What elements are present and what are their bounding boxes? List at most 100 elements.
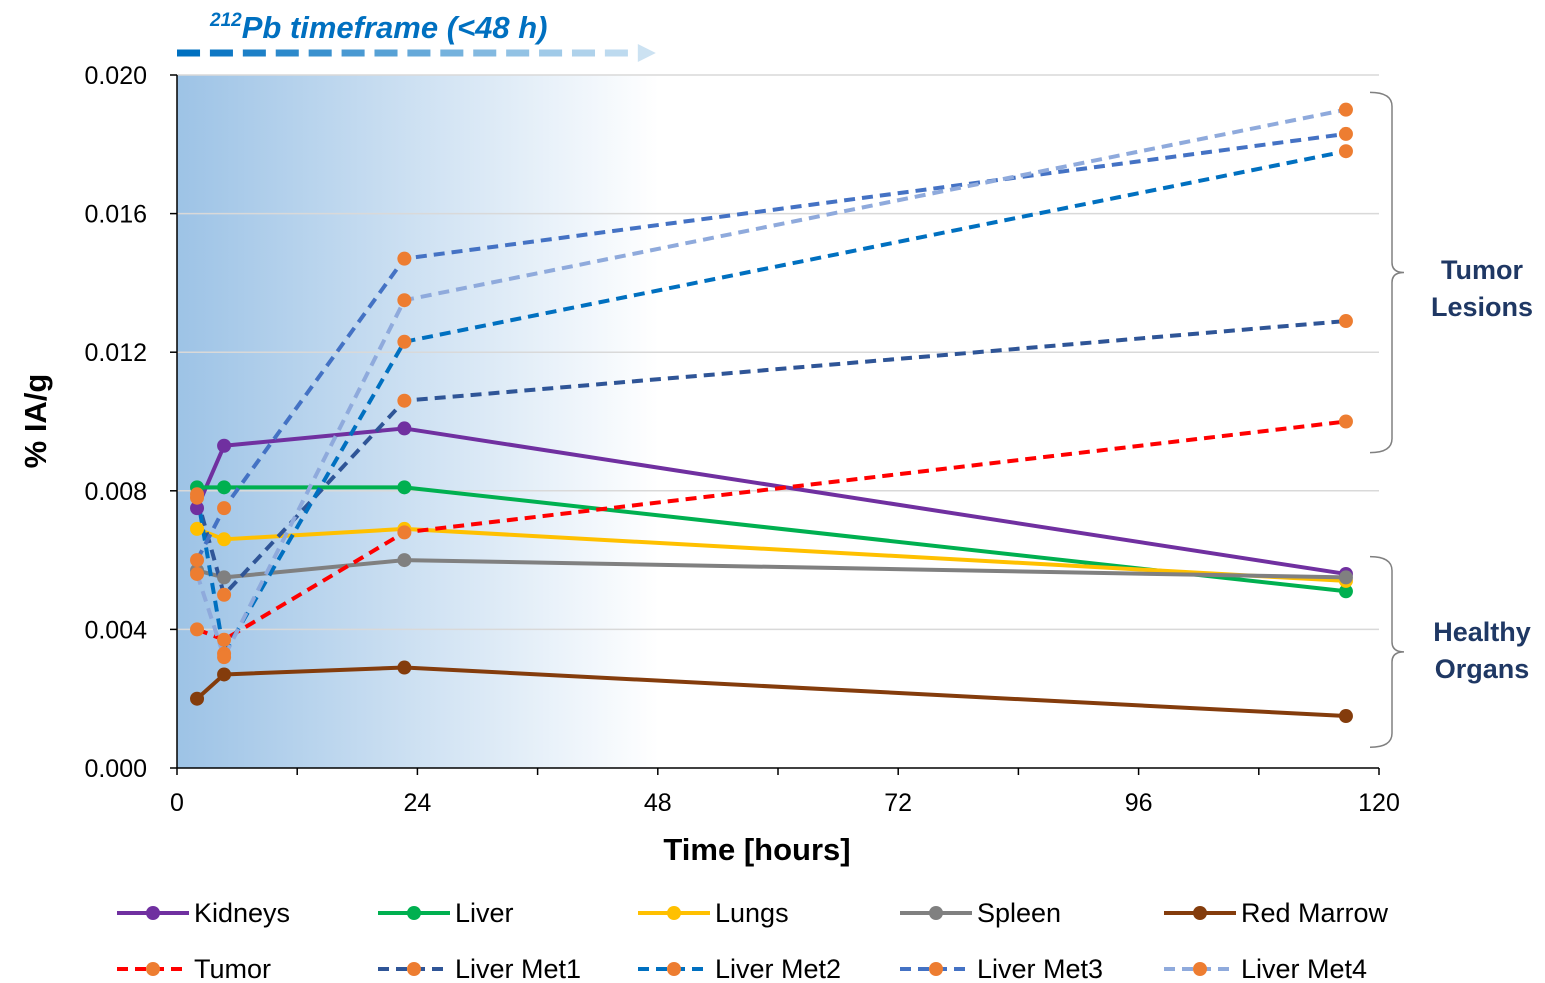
legend-marker-kidneys bbox=[146, 906, 160, 920]
point-liver-2 bbox=[397, 480, 412, 495]
legend-marker-red-marrow bbox=[1193, 906, 1207, 920]
x-tick-label-1: 24 bbox=[403, 789, 431, 817]
series-line-liver-met2 bbox=[195, 149, 1347, 656]
point-tumor-3 bbox=[1338, 414, 1353, 429]
point-liver-met4-0 bbox=[190, 566, 205, 581]
point-liver-met3-1 bbox=[217, 501, 232, 516]
banner-arrow-head bbox=[637, 44, 656, 62]
point-liver-met2-2 bbox=[397, 334, 412, 349]
group-bracket-1 bbox=[1369, 555, 1405, 748]
banner-text: Pb timeframe (<48 h) bbox=[242, 10, 548, 45]
series-line-liver-met1 bbox=[195, 319, 1347, 597]
banner-superscript: 212 bbox=[209, 10, 242, 31]
point-liver-met3-2 bbox=[397, 251, 412, 266]
series-line-kidneys bbox=[195, 426, 1347, 576]
y-tick-label-0: 0.000 bbox=[84, 755, 147, 783]
axes: 0.000 0.004 0.008 0.012 0.016 0.020 0 24 48 72 96 1… bbox=[84, 62, 1399, 817]
point-liver-met3-0 bbox=[190, 553, 205, 568]
legend-marker-liver-met3 bbox=[929, 962, 943, 976]
point-liver-1 bbox=[217, 480, 232, 495]
point-lungs-1 bbox=[217, 532, 232, 547]
y-axis-title: % IA/g bbox=[18, 374, 53, 469]
y-tick-label-5: 0.020 bbox=[84, 62, 147, 90]
legend-item-liver-met1: Liver Met1 bbox=[378, 954, 581, 983]
point-spleen-1 bbox=[217, 570, 232, 585]
point-red-marrow-0 bbox=[190, 691, 205, 706]
legend-item-liver-met3: Liver Met3 bbox=[900, 954, 1103, 983]
x-axis-title: Time [hours] bbox=[663, 832, 850, 867]
x-tick-label-3: 72 bbox=[884, 789, 912, 817]
point-liver-met1-2 bbox=[397, 393, 412, 408]
point-kidneys-1 bbox=[217, 438, 232, 453]
series-line-tumor bbox=[196, 419, 1347, 642]
legend-label-spleen: Spleen bbox=[977, 898, 1061, 928]
legend-marker-spleen bbox=[929, 906, 943, 920]
group-label-healthy-2: Organs bbox=[1435, 654, 1530, 684]
legend-label-liver-met3: Liver Met3 bbox=[977, 954, 1103, 983]
point-liver-met2-0 bbox=[190, 487, 205, 502]
legend-marker-liver bbox=[407, 906, 421, 920]
point-liver-met4-1 bbox=[217, 650, 232, 665]
legend-item-liver: Liver bbox=[378, 898, 514, 928]
legend-label-liver-met4: Liver Met4 bbox=[1241, 954, 1367, 983]
legend-label-kidneys: Kidneys bbox=[194, 898, 290, 928]
banner-arrow bbox=[177, 44, 656, 62]
point-tumor-1 bbox=[217, 632, 232, 647]
group-bracket-0 bbox=[1369, 91, 1405, 454]
point-liver-met2-3 bbox=[1338, 144, 1353, 159]
point-liver-met4-2 bbox=[397, 293, 412, 308]
series-line-liver-met4 bbox=[195, 107, 1347, 660]
legend-label-lungs: Lungs bbox=[715, 898, 789, 928]
legend-marker-liver-met2 bbox=[667, 962, 681, 976]
y-tick-label-2: 0.008 bbox=[84, 478, 147, 506]
series-layer bbox=[190, 102, 1353, 724]
x-tick-label-0: 0 bbox=[170, 789, 184, 817]
legend: Kidneys Liver Lungs Spleen Red Marrow Tumor Li… bbox=[117, 898, 1389, 983]
group-label-healthy-1: Healthy bbox=[1433, 617, 1531, 647]
point-liver-met1-3 bbox=[1338, 314, 1353, 329]
point-spleen-2 bbox=[397, 553, 412, 568]
y-tick-label-1: 0.004 bbox=[84, 616, 147, 644]
x-tick-label-2: 48 bbox=[644, 789, 672, 817]
point-tumor-0 bbox=[190, 622, 205, 637]
timeframe-shading bbox=[177, 75, 659, 768]
legend-item-red-marrow: Red Marrow bbox=[1164, 898, 1389, 928]
legend-item-liver-met4: Liver Met4 bbox=[1164, 954, 1367, 983]
point-tumor-2 bbox=[397, 525, 412, 540]
point-kidneys-2 bbox=[397, 421, 412, 436]
point-red-marrow-2 bbox=[397, 660, 412, 675]
legend-marker-liver-met4 bbox=[1193, 962, 1207, 976]
point-kidneys-0 bbox=[190, 501, 205, 516]
series-line-red-marrow bbox=[195, 665, 1347, 719]
legend-item-spleen: Spleen bbox=[900, 898, 1061, 928]
point-lungs-0 bbox=[190, 521, 205, 536]
banner-label: 212Pb timeframe (<48 h) bbox=[209, 10, 548, 45]
point-red-marrow-3 bbox=[1338, 709, 1353, 724]
legend-item-kidneys: Kidneys bbox=[117, 898, 290, 928]
legend-label-tumor: Tumor bbox=[194, 954, 271, 983]
legend-item-liver-met2: Liver Met2 bbox=[638, 954, 841, 983]
legend-item-lungs: Lungs bbox=[638, 898, 789, 928]
legend-marker-lungs bbox=[667, 906, 681, 920]
legend-label-liver-met1: Liver Met1 bbox=[455, 954, 581, 983]
series-line-lungs bbox=[196, 526, 1347, 583]
x-tick-label-4: 96 bbox=[1125, 789, 1153, 817]
gridlines bbox=[177, 74, 1379, 631]
legend-label-red-marrow: Red Marrow bbox=[1241, 898, 1389, 928]
point-liver-met3-3 bbox=[1338, 126, 1353, 141]
series-line-liver bbox=[197, 485, 1347, 594]
point-liver-3 bbox=[1338, 584, 1353, 599]
group-label-tumor-2: Lesions bbox=[1431, 292, 1533, 322]
legend-marker-liver-met1 bbox=[407, 962, 421, 976]
group-label-tumor-1: Tumor bbox=[1441, 255, 1523, 285]
point-red-marrow-1 bbox=[217, 667, 232, 682]
timeframe-banner: 212Pb timeframe (<48 h) bbox=[177, 10, 656, 62]
x-tick-label-5: 120 bbox=[1358, 789, 1400, 817]
legend-marker-tumor bbox=[146, 962, 160, 976]
legend-label-liver: Liver bbox=[455, 898, 514, 928]
point-liver-met1-1 bbox=[217, 587, 232, 602]
legend-item-tumor: Tumor bbox=[117, 954, 271, 983]
legend-label-liver-met2: Liver Met2 bbox=[715, 954, 841, 983]
group-brackets bbox=[1369, 91, 1405, 748]
